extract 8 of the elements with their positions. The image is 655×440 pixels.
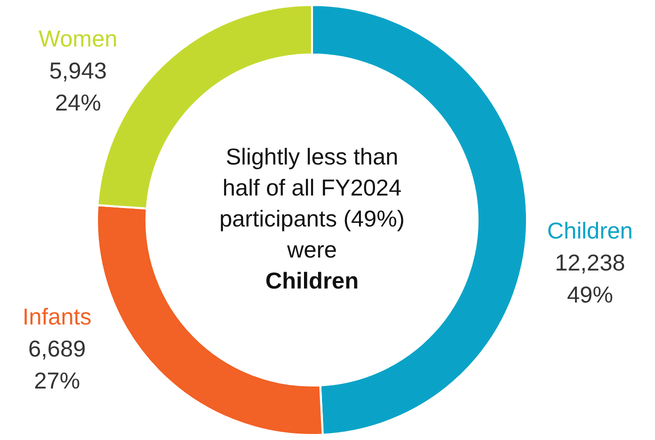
data-label: 5,943 24% <box>49 57 107 116</box>
data-label: 12,238 49% <box>554 249 626 308</box>
text: Children <box>265 267 359 294</box>
slice-label: Infants <box>22 303 92 330</box>
data-label: 6,689 27% <box>28 335 86 394</box>
slice-label: Women <box>38 25 118 52</box>
slice-label: Children <box>547 217 633 244</box>
text: Slightly less than half of all FY2024 participants (49%) were <box>219 143 405 262</box>
